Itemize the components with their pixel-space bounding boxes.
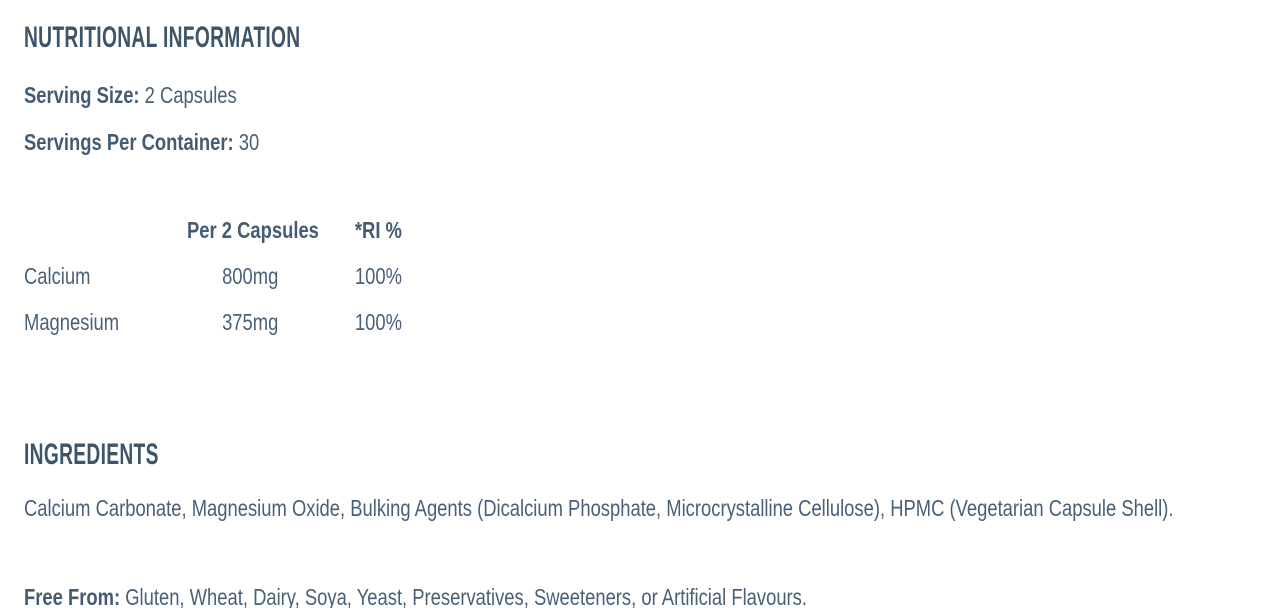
- table-row-calcium: Calcium 800mg 100%: [24, 255, 1287, 301]
- ingredients-section-title: INGREDIENTS: [24, 435, 1287, 477]
- ingredients-list-text: Calcium Carbonate, Magnesium Oxide, Bulk…: [24, 495, 1174, 521]
- servings-per-container-value: 30: [238, 129, 260, 155]
- header-cell-amount: Per 2 Capsules: [154, 209, 319, 255]
- header-amount-label: Per 2 Capsules: [186, 217, 319, 243]
- serving-size-label: Serving Size:: [24, 82, 140, 108]
- nutrient-amount: 375mg: [221, 309, 278, 335]
- nutrient-amount-cell: 800mg: [154, 255, 278, 301]
- nutrient-name-cell: Magnesium: [24, 301, 154, 347]
- nutrition-table-header-row: Per 2 Capsules *RI %: [24, 209, 1287, 255]
- free-from-text: Gluten, Wheat, Dairy, Soya, Yeast, Prese…: [125, 584, 808, 608]
- nutrient-ri-cell: 100%: [288, 255, 468, 301]
- ingredients-section-title-text: INGREDIENTS: [24, 438, 159, 471]
- servings-per-container-label: Servings Per Container:: [24, 129, 234, 155]
- nutrient-amount: 800mg: [221, 263, 278, 289]
- serving-size-value: 2 Capsules: [144, 82, 237, 108]
- header-cell-ri: *RI %: [288, 209, 468, 255]
- nutrient-amount-cell: 375mg: [154, 301, 278, 347]
- free-from-line: Free From: Gluten, Wheat, Dairy, Soya, Y…: [24, 582, 1287, 608]
- table-row-magnesium: Magnesium 375mg 100%: [24, 301, 1287, 347]
- nutrient-ri-cell: 100%: [288, 301, 468, 347]
- nutrient-name-cell: Calcium: [24, 255, 154, 301]
- nutrient-name: Calcium: [24, 263, 91, 289]
- nutrition-section-title: NUTRITIONAL INFORMATION: [24, 18, 1287, 60]
- header-ri-label: *RI %: [354, 217, 402, 243]
- nutrient-ri: 100%: [354, 263, 402, 289]
- serving-size-line: Serving Size: 2 Capsules: [24, 80, 1287, 114]
- free-from-label: Free From:: [24, 584, 121, 608]
- nutrition-table: Per 2 Capsules *RI % Calcium 800mg 100% …: [24, 209, 1287, 347]
- nutrition-section-title-text: NUTRITIONAL INFORMATION: [24, 21, 301, 54]
- servings-per-container-line: Servings Per Container: 30: [24, 127, 1287, 161]
- nutrient-ri: 100%: [354, 309, 402, 335]
- nutrient-name: Magnesium: [24, 309, 120, 335]
- ingredients-list: Calcium Carbonate, Magnesium Oxide, Bulk…: [24, 493, 1287, 527]
- header-cell-nutrient: [24, 209, 154, 255]
